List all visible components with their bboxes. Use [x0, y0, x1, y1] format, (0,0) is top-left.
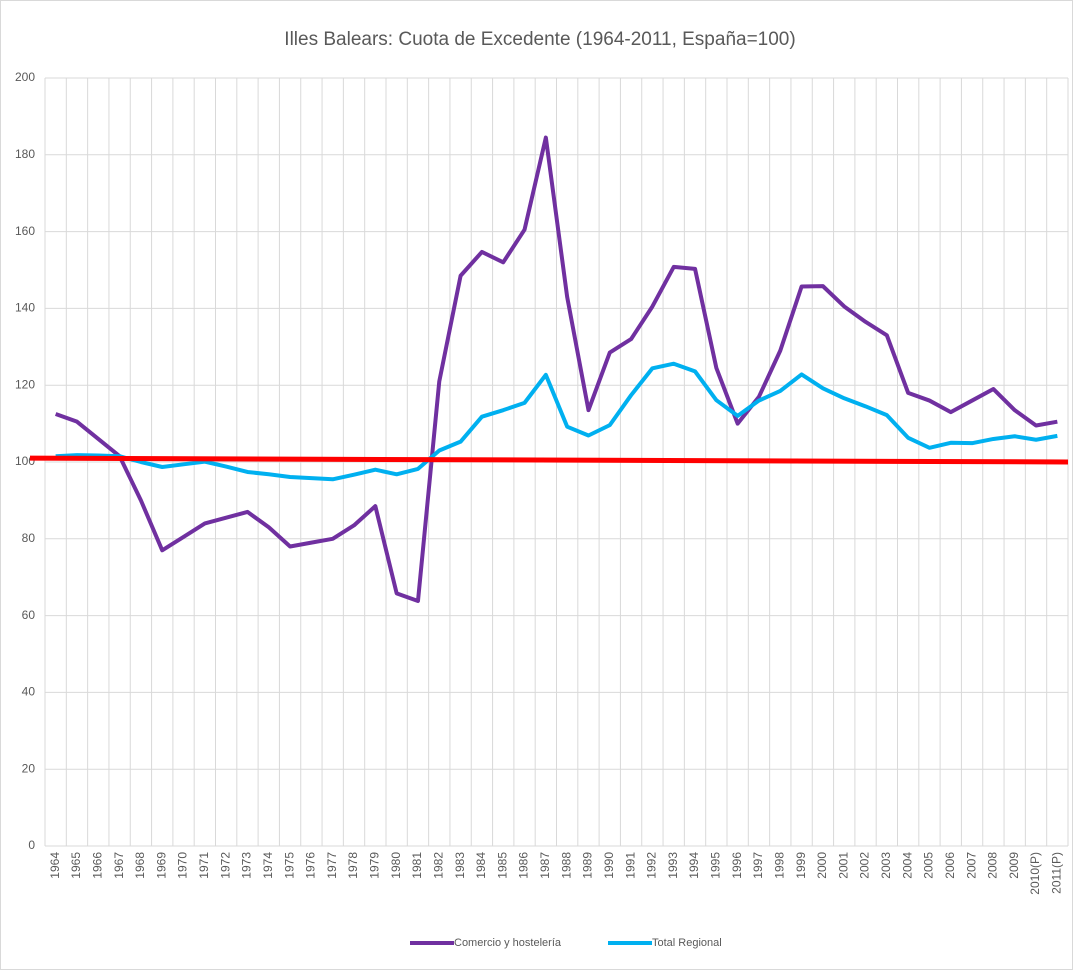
series-line [55, 361, 1058, 482]
x-tick-label: 2005 [922, 852, 936, 879]
y-tick-label: 80 [22, 531, 36, 545]
x-tick-label: 1992 [645, 852, 659, 879]
y-tick-label: 0 [28, 838, 35, 852]
x-tick-label: 1991 [623, 852, 637, 879]
x-tick-label: 1966 [90, 852, 104, 879]
y-tick-label: 140 [15, 301, 35, 315]
x-tick-label: 1998 [772, 852, 786, 879]
reference-line [29, 455, 1069, 465]
legend-label: Comercio y hostelería [454, 937, 562, 949]
legend-label: Total Regional [652, 937, 722, 949]
x-tick-label: 1996 [730, 852, 744, 879]
y-tick-label: 200 [15, 70, 35, 84]
x-tick-label: 1968 [133, 852, 147, 879]
x-tick-label: 1974 [261, 852, 275, 879]
x-tick-label: 1986 [517, 852, 531, 879]
x-tick-label: 1984 [474, 852, 488, 879]
x-tick-label: 1975 [282, 852, 296, 879]
y-tick-label: 120 [15, 377, 35, 391]
x-tick-label: 2003 [879, 852, 893, 879]
x-tick-label: 1965 [69, 852, 83, 879]
series-line [54, 135, 1058, 604]
x-tick-label: 2009 [1007, 852, 1021, 879]
x-tick-label: 1995 [709, 852, 723, 879]
x-tick-label: 1977 [325, 852, 339, 879]
x-tick-label: 1987 [538, 852, 552, 879]
x-tick-label: 2002 [858, 852, 872, 879]
x-tick-label: 2006 [943, 852, 957, 879]
x-tick-label: 1997 [751, 852, 765, 879]
x-tick-label: 1967 [112, 852, 126, 879]
x-tick-label: 1976 [304, 852, 318, 879]
x-tick-label: 2001 [836, 852, 850, 879]
x-tick-label: 2007 [964, 852, 978, 879]
x-tick-label: 1979 [368, 852, 382, 879]
x-tick-label: 1972 [218, 852, 232, 879]
x-tick-label: 1978 [346, 852, 360, 879]
x-tick-label: 2004 [900, 852, 914, 879]
x-tick-label: 1999 [794, 852, 808, 879]
y-tick-label: 180 [15, 147, 35, 161]
x-tick-label: 2011(P) [1050, 852, 1064, 894]
y-tick-label: 40 [22, 685, 36, 699]
x-tick-label: 1970 [176, 852, 190, 879]
x-tick-label: 1990 [602, 852, 616, 879]
x-tick-label: 1993 [666, 852, 680, 879]
x-tick-label: 1982 [431, 852, 445, 879]
x-tick-label: 1981 [410, 852, 424, 879]
x-tick-label: 1973 [240, 852, 254, 879]
x-tick-label: 1969 [154, 852, 168, 879]
y-tick-label: 160 [15, 224, 35, 238]
x-tick-label: 1980 [389, 852, 403, 879]
x-tick-label: 2010(P) [1028, 852, 1042, 895]
x-tick-label: 2000 [815, 852, 829, 879]
y-tick-label: 60 [22, 608, 36, 622]
x-tick-label: 1988 [559, 852, 573, 879]
x-tick-label: 2008 [986, 852, 1000, 879]
x-tick-label: 1964 [48, 852, 62, 879]
x-tick-label: 1971 [197, 852, 211, 879]
x-tick-label: 1994 [687, 852, 701, 879]
chart-title: Illes Balears: Cuota de Excedente (1964-… [284, 29, 795, 50]
x-tick-label: 1983 [453, 852, 467, 879]
y-tick-label: 20 [22, 761, 36, 775]
x-tick-label: 1985 [495, 852, 509, 879]
x-tick-label: 1989 [581, 852, 595, 879]
